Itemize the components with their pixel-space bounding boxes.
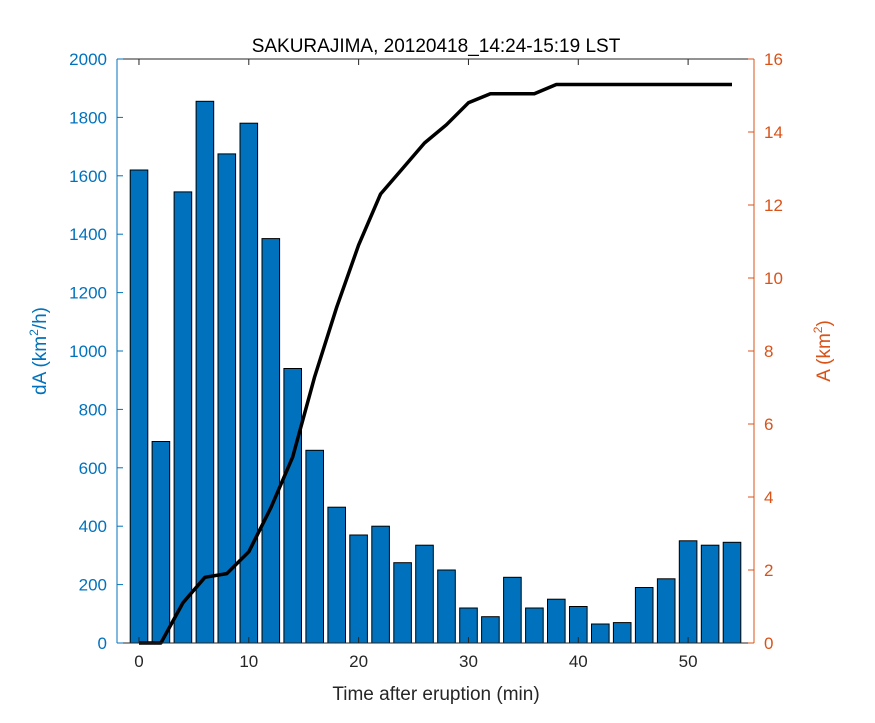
bar <box>678 540 698 644</box>
right-y-tick-label: 10 <box>764 269 783 288</box>
x-tick-label: 0 <box>134 652 143 671</box>
bar <box>151 441 171 644</box>
right-y-tick-label: 4 <box>764 488 773 507</box>
left-y-tick-label: 200 <box>79 576 107 595</box>
x-axis-label: Time after eruption (min) <box>332 684 539 705</box>
left-y-tick-label: 1000 <box>69 342 107 361</box>
left-y-tick-label: 0 <box>98 634 107 653</box>
right-y-label-sup: 2 <box>811 326 825 333</box>
bar <box>481 616 500 644</box>
bar <box>195 100 215 644</box>
right-y-tick-label: 16 <box>764 50 783 69</box>
bar <box>612 622 632 644</box>
right-y-tick-label: 0 <box>764 634 773 653</box>
left-y-label-tail: /h) <box>30 307 51 329</box>
bar <box>305 449 324 644</box>
bar <box>283 368 302 644</box>
bar <box>349 534 368 644</box>
bar <box>393 562 412 644</box>
bar <box>327 506 346 644</box>
bar <box>547 598 566 644</box>
right-y-tick-label: 12 <box>764 196 783 215</box>
left-y-tick-label: 1200 <box>69 284 107 303</box>
chart-title: SAKURAJIMA, 20120418_14:24-15:19 LST <box>252 36 621 57</box>
left-y-tick-label: 600 <box>79 459 107 478</box>
bar <box>415 544 434 644</box>
bar <box>591 623 610 644</box>
right-y-tick-label: 2 <box>764 561 773 580</box>
left-y-tick-label: 800 <box>79 400 107 419</box>
left-y-label-sup: 2 <box>27 329 41 336</box>
bar <box>722 541 742 644</box>
bar <box>525 607 544 644</box>
bar <box>634 587 654 644</box>
bar-series <box>129 100 742 644</box>
x-tick-label: 30 <box>459 652 478 671</box>
left-y-axis-label: dA (km2/h) <box>27 307 51 395</box>
right-y-tick-label: 8 <box>764 342 773 361</box>
bar <box>437 569 456 644</box>
x-tick-label: 50 <box>679 652 698 671</box>
bar <box>503 576 522 644</box>
left-y-tick-label: 400 <box>79 517 107 536</box>
right-y-label-base: A (km <box>814 333 835 382</box>
left-y-tick-label: 1800 <box>69 108 107 127</box>
x-ticks: 0 10 20 30 40 50 <box>134 59 698 671</box>
right-y-ticks: 0 2 4 6 8 10 12 14 16 <box>748 50 783 653</box>
left-y-tick-label: 1400 <box>69 225 107 244</box>
x-tick-label: 40 <box>569 652 588 671</box>
left-y-tick-label: 2000 <box>69 50 107 69</box>
bar <box>371 525 390 644</box>
right-y-tick-label: 6 <box>764 415 773 434</box>
bar <box>129 169 149 644</box>
left-y-label-base: dA (km <box>30 336 51 395</box>
bar <box>239 122 259 644</box>
x-tick-label: 20 <box>349 652 368 671</box>
right-y-label-tail: ) <box>814 320 835 326</box>
bar <box>656 578 676 644</box>
bar <box>173 191 193 644</box>
bar <box>700 544 720 644</box>
left-y-ticks: 0 200 400 600 800 1000 1200 1400 1600 1800 2000 <box>69 50 123 653</box>
cumulative-area-line <box>139 82 732 645</box>
x-tick-label: 10 <box>239 652 258 671</box>
right-y-tick-label: 14 <box>764 123 783 142</box>
right-y-axis-label: A (km2) <box>811 320 835 382</box>
left-y-tick-label: 1600 <box>69 167 107 186</box>
bar <box>261 238 281 644</box>
